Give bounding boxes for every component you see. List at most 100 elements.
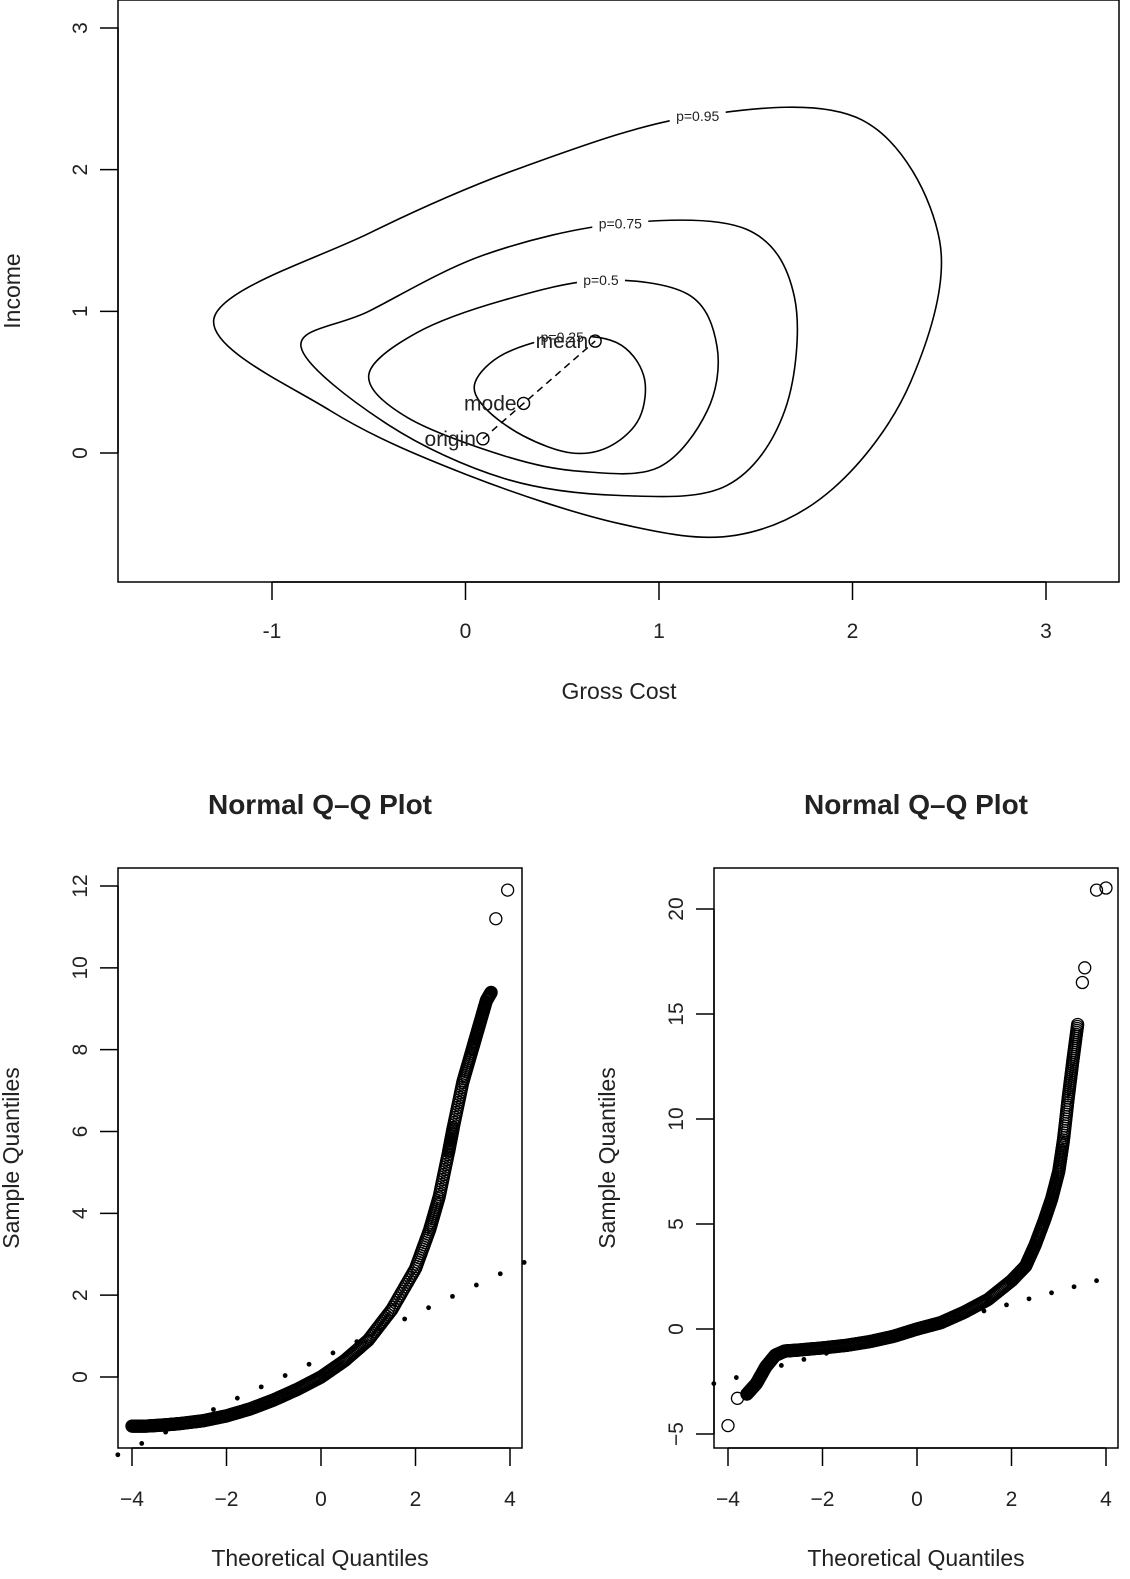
- x-tick-label: −2: [215, 1488, 239, 1511]
- reference-point: [473, 1282, 479, 1288]
- qq-right-x-axis-label: Theoretical Quantiles: [807, 1545, 1024, 1571]
- contour-lines: p=0.25 p=0.5 p=0.75 p=0.95: [213, 106, 943, 539]
- x-tick-label: −4: [120, 1488, 144, 1511]
- contour-label-bg: [534, 328, 591, 345]
- origin-mean-segment: [482, 340, 596, 440]
- contour-line-3: [213, 106, 943, 539]
- x-tick-label: 2: [410, 1488, 422, 1511]
- y-tick-label: −5: [665, 1422, 688, 1446]
- y-tick-label: 4: [69, 1207, 92, 1219]
- reference-point: [450, 1293, 455, 1299]
- contour-x-axis-label: Gross Cost: [561, 678, 677, 704]
- qq-outlier-point: [721, 1418, 735, 1433]
- y-tick-label: 3: [69, 22, 92, 34]
- x-tick-label: 4: [504, 1488, 516, 1511]
- reference-point: [139, 1441, 145, 1446]
- reference-point: [801, 1356, 807, 1362]
- reference-point: [258, 1384, 264, 1390]
- reference-point: [1026, 1296, 1032, 1302]
- y-tick-label: 10: [665, 1107, 688, 1130]
- contour-label: p=0.75: [599, 216, 642, 232]
- qq-right-y-axis-label: Sample Quantiles: [594, 1067, 620, 1249]
- y-tick-label: 1: [69, 305, 92, 317]
- y-tick-label: 2: [69, 1289, 92, 1301]
- contour-label-bg: [576, 272, 625, 289]
- x-tick-label: −2: [811, 1488, 835, 1511]
- point-label-mean: mean: [536, 330, 589, 353]
- y-tick-label: 0: [69, 447, 92, 459]
- y-axis-ticks: 0 1 2 3: [69, 22, 119, 459]
- qq-left-plot-frame: [117, 867, 523, 1449]
- contour-label-bg: [592, 215, 649, 232]
- y-tick-label: 6: [69, 1126, 92, 1138]
- qq-left-title: Normal Q–Q Plot: [208, 789, 432, 820]
- contour-label: p=0.5: [583, 272, 619, 288]
- point-label-origin: origin: [425, 428, 476, 451]
- x-tick-label: 3: [1040, 620, 1052, 643]
- point-origin: [476, 432, 490, 446]
- qq-outlier-point: [500, 883, 515, 897]
- reference-point: [778, 1363, 784, 1368]
- qq-outlier-point: [1078, 961, 1092, 975]
- y-tick-label: 5: [665, 1218, 688, 1230]
- reference-point: [1094, 1278, 1099, 1284]
- reference-point: [115, 1452, 121, 1458]
- contour-line-2: [300, 219, 799, 498]
- y-tick-label: 2: [69, 164, 92, 176]
- reference-point: [1004, 1302, 1009, 1308]
- reference-point: [282, 1373, 288, 1378]
- y-tick-label: 20: [665, 897, 688, 920]
- y-tick-label: 0: [665, 1323, 688, 1335]
- x-tick-label: 0: [911, 1488, 923, 1511]
- reference-point: [733, 1375, 739, 1380]
- qq-left-x-axis-label: Theoretical Quantiles: [211, 1545, 428, 1571]
- qq-point: [484, 985, 498, 1000]
- reference-point: [426, 1305, 431, 1311]
- y-tick-label: 8: [69, 1044, 92, 1056]
- x-tick-label: 0: [315, 1488, 327, 1511]
- qq-outlier-point: [1089, 883, 1104, 897]
- contour-y-axis-label: Income: [0, 253, 25, 328]
- contour-label: p=0.25: [541, 329, 584, 345]
- y-tick-label: 15: [665, 1002, 688, 1025]
- x-tick-label: 1: [653, 620, 665, 643]
- contour-label-bg: [669, 107, 726, 124]
- reference-point: [1049, 1290, 1054, 1296]
- contour-panel: p=0.25 p=0.5 p=0.75 p=0.95 -1 0 1 2 3 0 1 2 3 mean…: [0, 0, 1120, 704]
- x-axis-ticks: -1 0 1 2 3: [263, 581, 1052, 643]
- x-tick-label: −4: [716, 1488, 740, 1511]
- y-tick-label: 0: [69, 1371, 92, 1383]
- qq-outlier-point: [730, 1391, 745, 1405]
- qq-left-panel: Normal Q–Q Plot −4 −2 0 2 4 0 2 4 6 8 10 12 Theore…: [0, 789, 527, 1571]
- qq-right-y-ticks: −5 0 5 10 15 20: [665, 897, 715, 1446]
- contour-line-1: [367, 279, 720, 475]
- reference-point: [306, 1361, 312, 1367]
- point-mode: [516, 396, 531, 411]
- qq-right-panel: Normal Q–Q Plot −4 −2 0 2 4 −5 0 5 10 15 20 Theor…: [594, 789, 1119, 1571]
- reference-point: [211, 1407, 216, 1412]
- qq-outlier-point: [489, 912, 503, 926]
- point-mean: [588, 334, 602, 348]
- qq-point: [1071, 1017, 1085, 1032]
- reference-point: [1071, 1284, 1077, 1290]
- x-tick-label: 0: [460, 620, 472, 643]
- qq-left-y-ticks: 0 2 4 6 8 10 12: [69, 874, 119, 1383]
- qq-right-title: Normal Q–Q Plot: [804, 789, 1028, 820]
- reference-point: [330, 1350, 336, 1356]
- reference-point: [234, 1395, 240, 1401]
- qq-left-x-ticks: −4 −2 0 2 4: [120, 1447, 516, 1511]
- qq-right-points: [721, 881, 1113, 1433]
- point-label-mode: mode: [464, 392, 517, 415]
- qq-right-x-ticks: −4 −2 0 2 4: [716, 1447, 1112, 1511]
- reference-point: [402, 1316, 408, 1322]
- x-tick-label: 2: [1006, 1488, 1018, 1511]
- contour-points: mean mode origin: [425, 330, 602, 451]
- y-tick-label: 10: [69, 956, 92, 979]
- x-tick-label: 4: [1100, 1488, 1112, 1511]
- y-tick-label: 12: [69, 874, 92, 897]
- x-tick-label: -1: [263, 620, 282, 643]
- qq-outlier-point: [1075, 975, 1090, 990]
- qq-left-y-axis-label: Sample Quantiles: [0, 1067, 24, 1249]
- x-tick-label: 2: [847, 620, 859, 643]
